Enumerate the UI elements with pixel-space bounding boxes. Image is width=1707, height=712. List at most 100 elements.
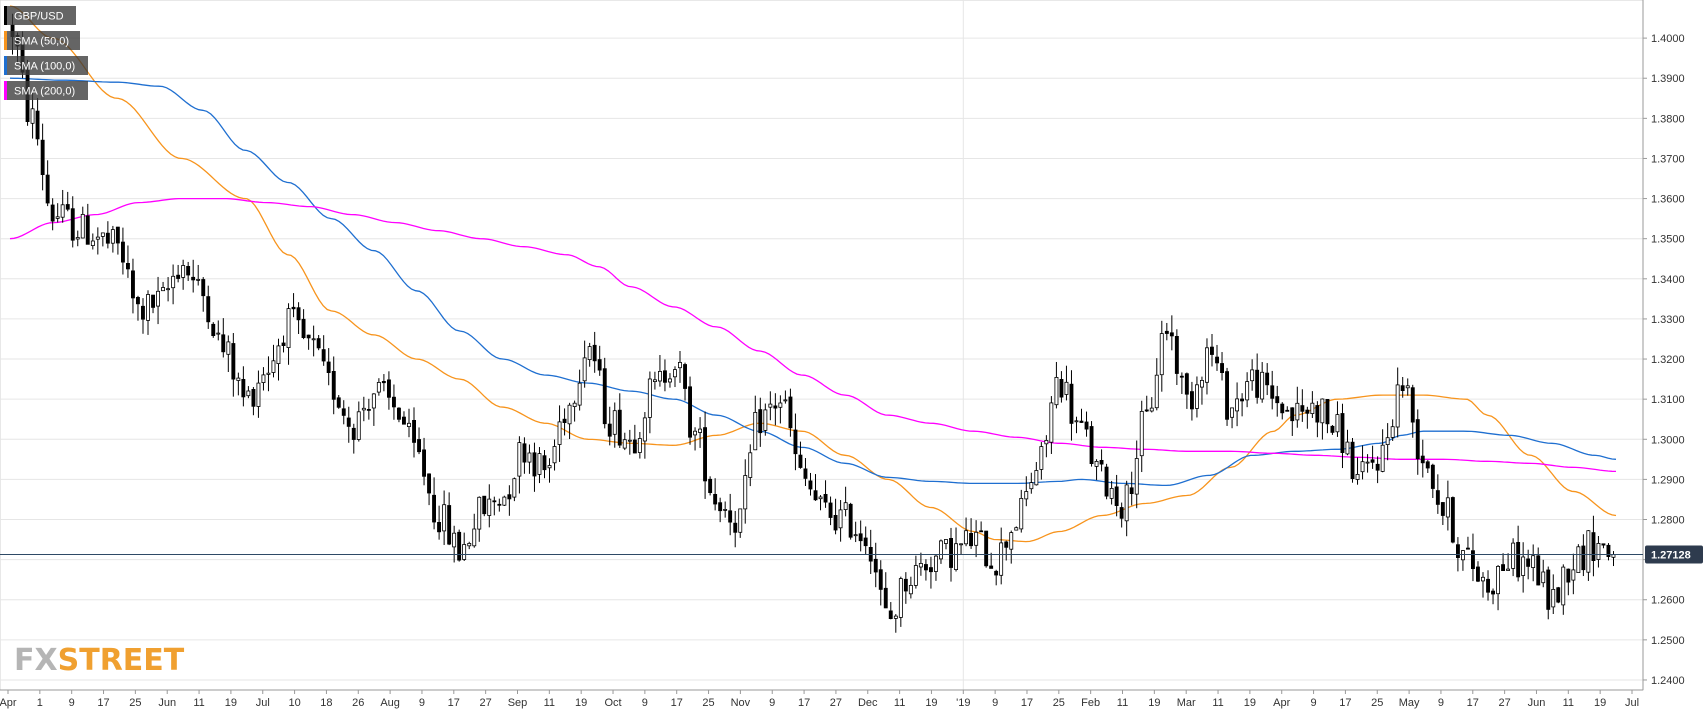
candle [376, 378, 381, 396]
candle [828, 496, 833, 526]
candle-body [241, 378, 246, 398]
x-tick-label: Jun [1528, 697, 1546, 709]
candle [1606, 543, 1611, 561]
candle-body [893, 615, 898, 619]
candle-body [984, 530, 989, 567]
candle [1179, 372, 1184, 394]
candle-body [632, 439, 637, 454]
candle-body [1445, 497, 1450, 518]
candle [688, 376, 692, 445]
candle [1405, 378, 1410, 396]
candle-body [1034, 470, 1039, 486]
candle-body [346, 417, 351, 427]
candle [1069, 370, 1074, 441]
candle-body [1511, 542, 1516, 569]
x-tick-label: Dec [858, 697, 878, 709]
candle [1014, 526, 1019, 531]
candle-body [557, 421, 562, 445]
candle [1205, 338, 1209, 395]
candle [1330, 425, 1335, 435]
x-tick-label: 17 [1467, 697, 1479, 709]
candle [1230, 407, 1234, 429]
legend-box [4, 6, 76, 25]
candle-body [1069, 383, 1074, 424]
candle-body [80, 213, 85, 239]
candle-body [858, 533, 863, 542]
candle [863, 526, 868, 555]
candle [35, 97, 40, 146]
candle-body [678, 361, 682, 369]
candle [924, 559, 928, 581]
candle [622, 432, 627, 451]
candle [241, 366, 246, 407]
candle-body [296, 307, 301, 321]
candle [1561, 564, 1566, 615]
candle [246, 386, 251, 399]
candle-body [1079, 420, 1084, 423]
candle [121, 227, 125, 275]
x-tick-label: 17 [671, 697, 683, 709]
candle-body [381, 380, 386, 384]
candle [507, 485, 512, 516]
candle [798, 441, 803, 469]
candle-body [1280, 403, 1285, 414]
candle [1586, 530, 1591, 581]
candle [80, 206, 85, 239]
candle-body [366, 408, 371, 411]
candle [1546, 566, 1551, 620]
candle [1124, 480, 1129, 537]
candle-body [607, 423, 612, 437]
candle-body [256, 382, 261, 407]
candle-body [356, 411, 361, 440]
candle-body [949, 538, 953, 568]
candle [1064, 365, 1069, 401]
candle [256, 370, 261, 418]
candle [843, 486, 848, 517]
candle [492, 496, 497, 516]
candle [1445, 480, 1450, 531]
candle [472, 513, 477, 548]
candle-body [1195, 384, 1199, 409]
candle [823, 480, 828, 508]
candle-body [321, 349, 326, 362]
candle [176, 264, 181, 283]
candle-body [1014, 527, 1019, 531]
candle-body [55, 216, 60, 219]
candle [944, 539, 948, 550]
candle [417, 427, 421, 455]
candle [60, 189, 65, 223]
x-tick-label: 19 [1148, 697, 1160, 709]
candle [130, 258, 135, 314]
candle-body [1215, 356, 1219, 364]
candle [1134, 440, 1139, 509]
candle-body [40, 139, 45, 175]
candle [1174, 329, 1179, 385]
candle [557, 405, 562, 462]
candle-body [848, 503, 853, 538]
candle [477, 496, 482, 542]
candle-body [617, 409, 622, 446]
candle-body [1019, 497, 1024, 530]
candle [55, 203, 60, 223]
y-tick-label: 1.2600 [1651, 595, 1685, 607]
candle [999, 527, 1004, 585]
candle [231, 333, 236, 397]
x-tick-label: 27 [830, 697, 842, 709]
candle-body [587, 346, 592, 361]
candle [522, 437, 527, 474]
candle [1275, 385, 1280, 417]
candle [70, 196, 75, 248]
legend-label: SMA (200,0) [14, 86, 75, 98]
candle-body [497, 503, 502, 506]
candle [1029, 472, 1034, 494]
candle-body [452, 532, 457, 548]
legend: GBP/USD SMA (50,0) SMA (100,0) SMA (200,0) [4, 6, 88, 100]
candle-body [1174, 335, 1179, 374]
candle-body [1340, 413, 1345, 453]
y-tick-label: 1.3700 [1651, 153, 1685, 165]
candle [1079, 408, 1084, 423]
candle [45, 160, 50, 207]
candle-body [838, 509, 843, 529]
candle-body [1240, 398, 1244, 402]
candle [773, 393, 778, 426]
